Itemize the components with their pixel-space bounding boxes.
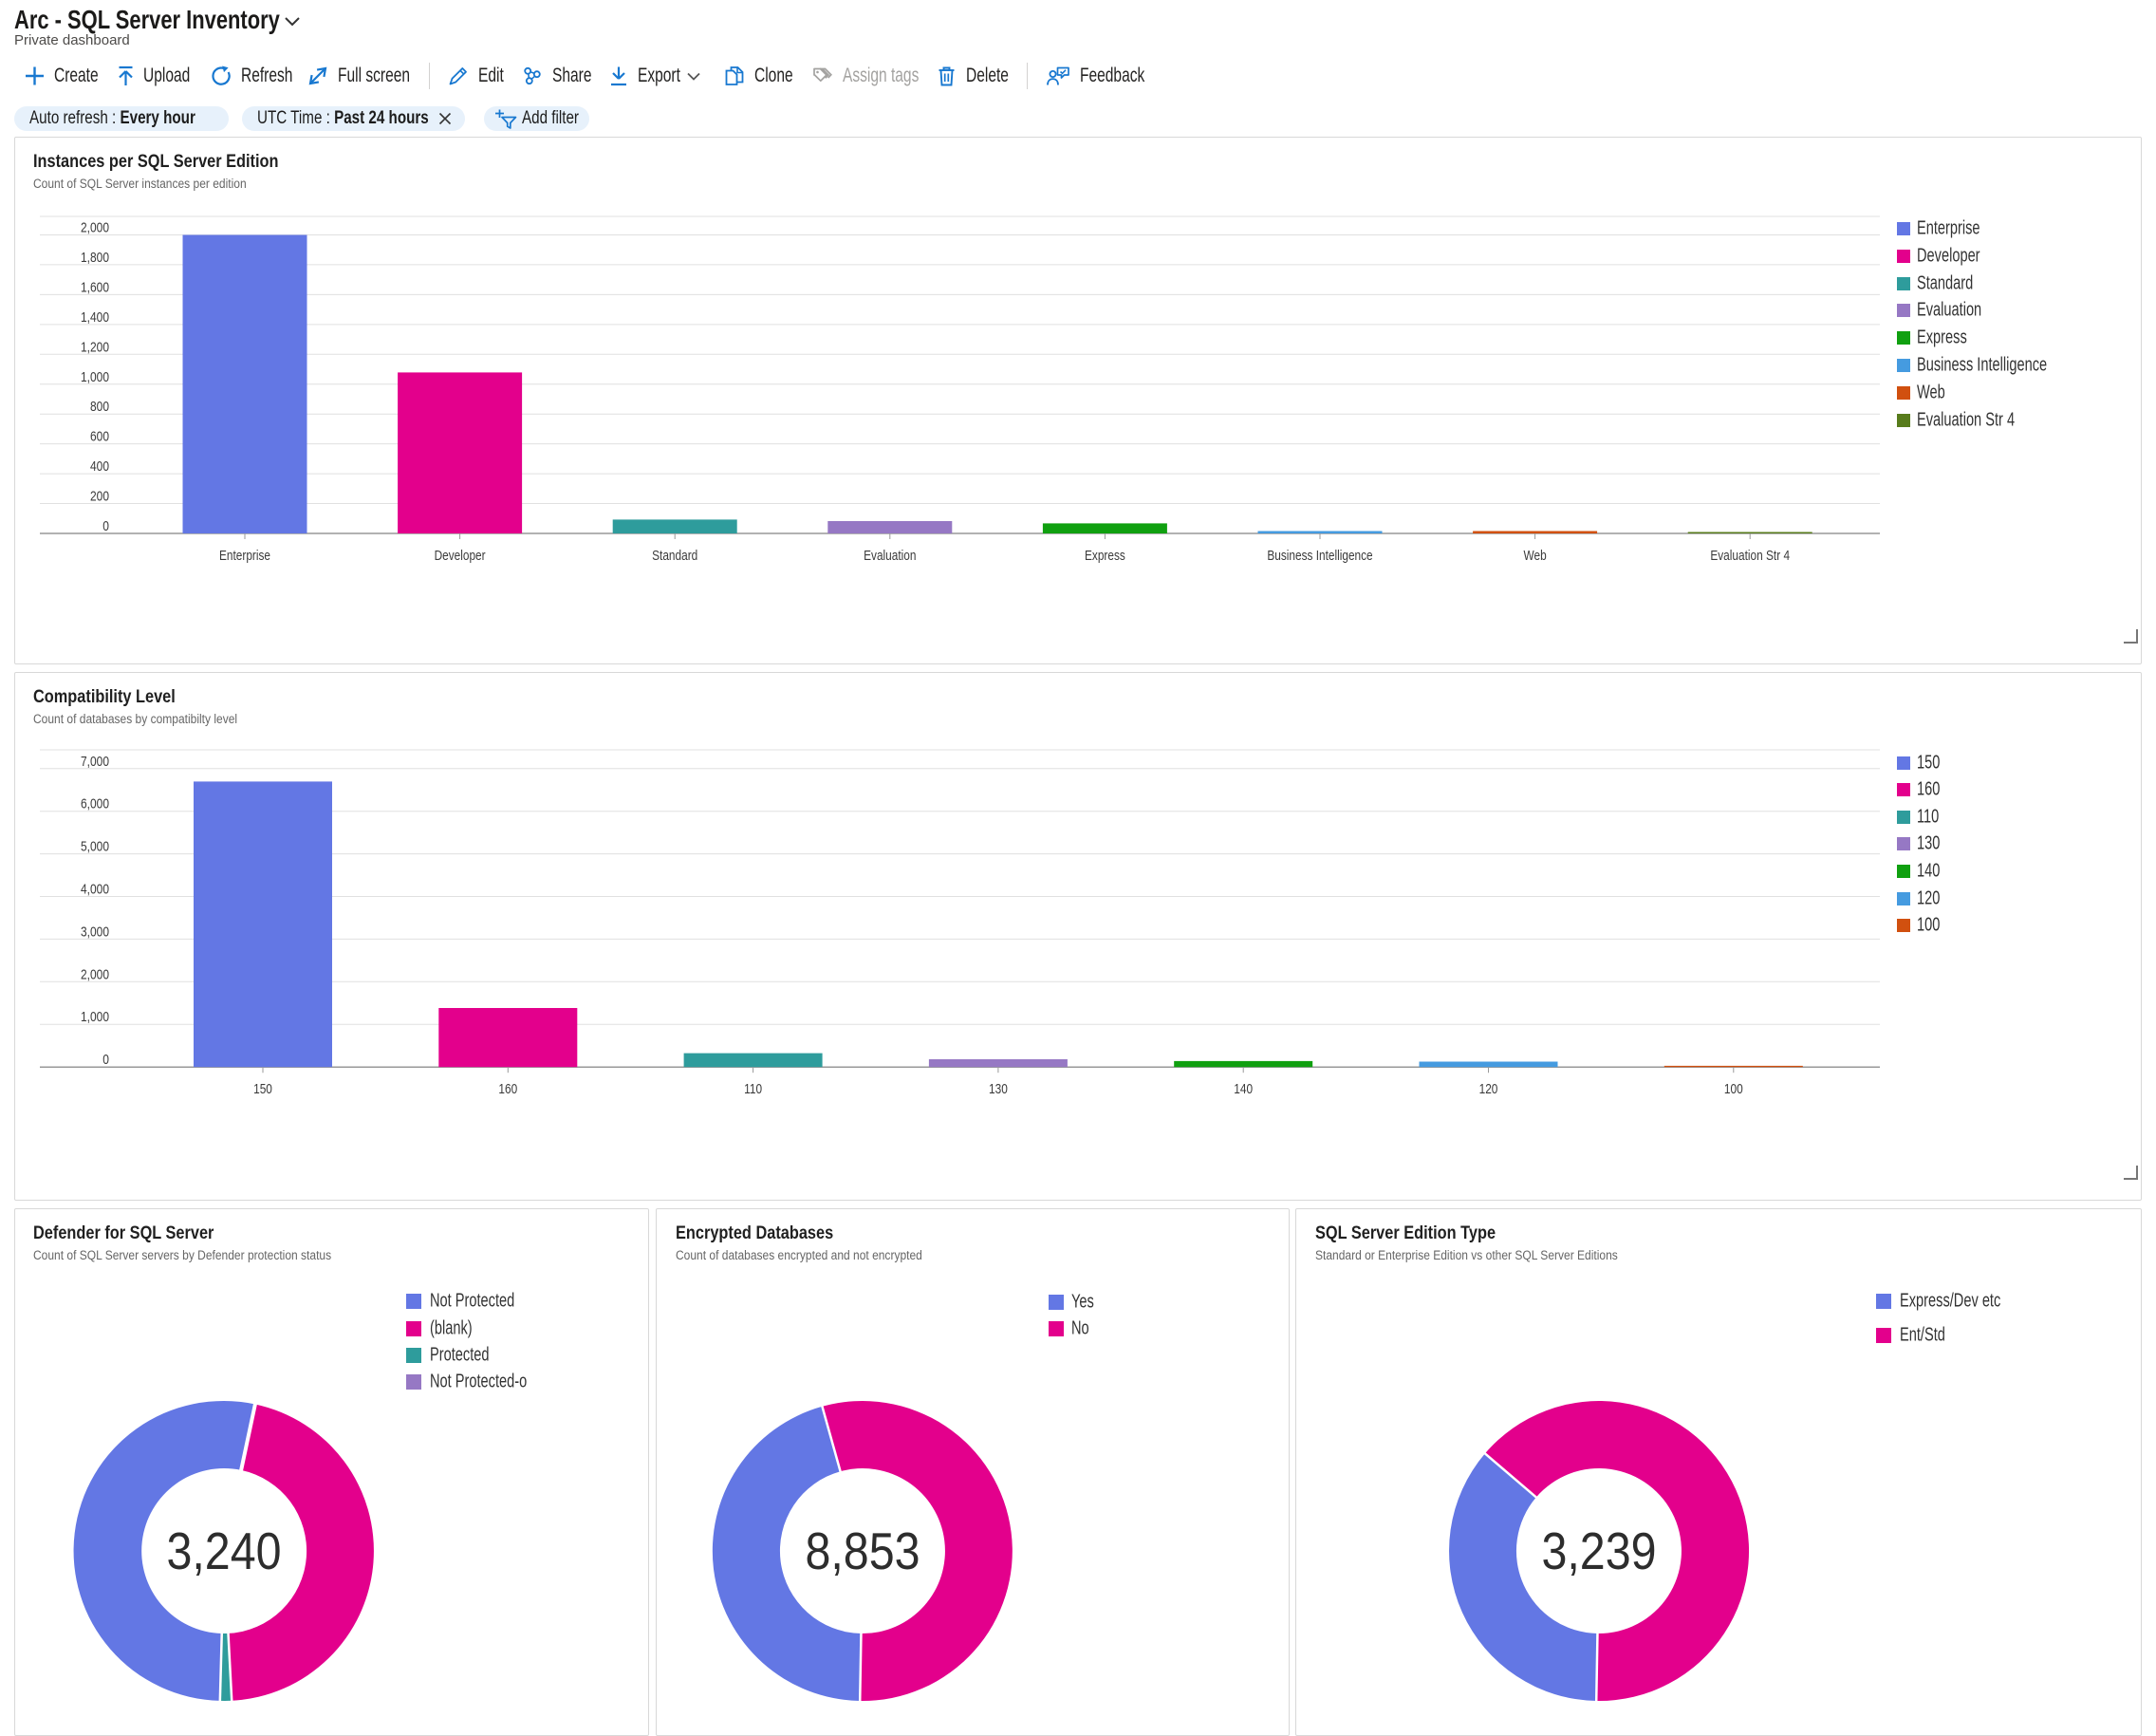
svg-text:1,800: 1,800 [81,250,109,266]
svg-text:2,000: 2,000 [81,220,109,236]
svg-text:Developer: Developer [435,548,486,564]
svg-text:Express: Express [1085,548,1125,564]
svg-text:4,000: 4,000 [81,882,109,898]
svg-text:Standard: Standard [652,548,697,564]
svg-text:0: 0 [102,1052,109,1068]
svg-text:800: 800 [90,399,109,415]
svg-text:2,000: 2,000 [81,966,109,982]
svg-text:1,000: 1,000 [81,369,109,385]
svg-text:1,200: 1,200 [81,339,109,355]
svg-text:5,000: 5,000 [81,839,109,855]
svg-text:130: 130 [989,1081,1008,1097]
svg-text:400: 400 [90,458,109,475]
svg-text:150: 150 [253,1081,272,1097]
svg-text:7,000: 7,000 [81,754,109,770]
svg-text:Business Intelligence: Business Intelligence [1267,548,1372,564]
svg-text:1,600: 1,600 [81,279,109,295]
svg-text:3,240: 3,240 [166,1521,281,1580]
svg-text:600: 600 [90,429,109,445]
svg-text:3,000: 3,000 [81,924,109,940]
svg-text:Evaluation Str 4: Evaluation Str 4 [1710,548,1790,564]
svg-text:110: 110 [744,1081,762,1097]
svg-text:100: 100 [1724,1081,1743,1097]
svg-text:200: 200 [90,489,109,505]
svg-text:120: 120 [1479,1081,1498,1097]
svg-text:3,239: 3,239 [1541,1521,1656,1580]
svg-text:1,000: 1,000 [81,1009,109,1025]
svg-text:0: 0 [102,518,109,534]
svg-text:Enterprise: Enterprise [219,548,270,564]
svg-text:6,000: 6,000 [81,796,109,812]
svg-text:1,400: 1,400 [81,309,109,326]
svg-text:Web: Web [1524,548,1547,564]
svg-text:160: 160 [498,1081,517,1097]
svg-text:Evaluation: Evaluation [864,548,916,564]
svg-text:140: 140 [1234,1081,1253,1097]
svg-text:8,853: 8,853 [805,1521,920,1580]
